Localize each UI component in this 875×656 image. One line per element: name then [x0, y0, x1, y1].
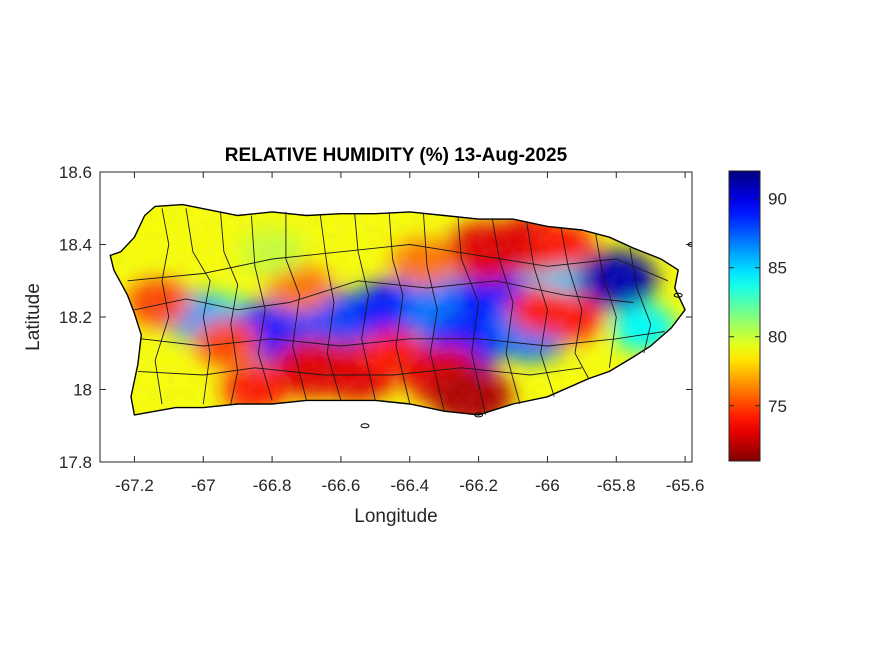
- y-tick-label: 17.8: [59, 453, 92, 472]
- colorbar-tick-label: 90: [768, 190, 787, 209]
- municipality-boundary-13: [595, 233, 617, 368]
- municipality-boundary-2: [220, 211, 239, 405]
- municipality-boundary-1: [185, 208, 211, 405]
- islet-0: [360, 423, 370, 429]
- x-axis-label: Longitude: [354, 506, 437, 527]
- x-tick-label: -66: [535, 476, 560, 495]
- plot-area: -67.2 -67 -66.8 -66.6 -66.4 -66.2 -66 -65.8 -65.…: [59, 163, 705, 495]
- municipality-boundary-9: [457, 217, 486, 415]
- humidity-field: [110, 204, 686, 415]
- island-outline: [109, 203, 686, 416]
- municipality-boundary-14: [629, 248, 652, 354]
- municipality-boundary-6: [354, 213, 376, 401]
- y-axis-label: Latitude: [23, 283, 44, 351]
- colorbar-tick-label: 80: [768, 328, 787, 347]
- municipality-boundary-4: [285, 211, 307, 401]
- municipality-boundary-15: [127, 244, 669, 282]
- municipality-boundary-7: [388, 211, 411, 405]
- colorbar-tick-label: 85: [768, 259, 787, 278]
- x-tick-label: -66.4: [390, 476, 429, 495]
- colorbar-scale: [728, 170, 761, 462]
- y-tick-label: 18.6: [59, 163, 92, 182]
- y-axis-ticks: 17.8 18 18.2 18.4 18.6: [59, 163, 692, 472]
- municipality-boundaries: [127, 208, 669, 415]
- chart-title: RELATIVE HUMIDITY (%) 13-Aug-2025: [225, 145, 568, 166]
- islet-1: [474, 412, 484, 418]
- x-axis-ticks: -67.2 -67 -66.8 -66.6 -66.4 -66.2 -66 -65.8 -65.…: [115, 172, 704, 495]
- municipality-boundary-12: [560, 228, 590, 379]
- y-tick-label: 18.4: [59, 236, 92, 255]
- x-tick-label: -65.8: [597, 476, 636, 495]
- x-tick-label: -66.2: [459, 476, 498, 495]
- y-tick-label: 18.2: [59, 308, 92, 327]
- colorbar-ticks: 75 80 85 90: [729, 190, 787, 416]
- municipality-boundary-18: [137, 367, 582, 376]
- x-tick-label: -66.6: [322, 476, 361, 495]
- municipality-boundary-8: [423, 213, 445, 412]
- x-tick-label: -67: [191, 476, 216, 495]
- islet-2: [673, 292, 683, 298]
- municipality-boundary-0: [154, 208, 170, 405]
- municipality-boundary-5: [319, 215, 342, 401]
- municipality-boundary-11: [526, 222, 555, 397]
- municipality-boundary-16: [141, 331, 665, 347]
- municipality-boundary-17: [134, 280, 634, 311]
- colorbar: 75 80 85 90: [728, 170, 787, 462]
- y-tick-label: 18: [73, 381, 92, 400]
- colorbar-tick-label: 75: [768, 397, 787, 416]
- x-tick-label: -67.2: [115, 476, 154, 495]
- municipality-boundary-10: [491, 219, 521, 405]
- x-tick-label: -65.6: [666, 476, 705, 495]
- x-tick-label: -66.8: [253, 476, 292, 495]
